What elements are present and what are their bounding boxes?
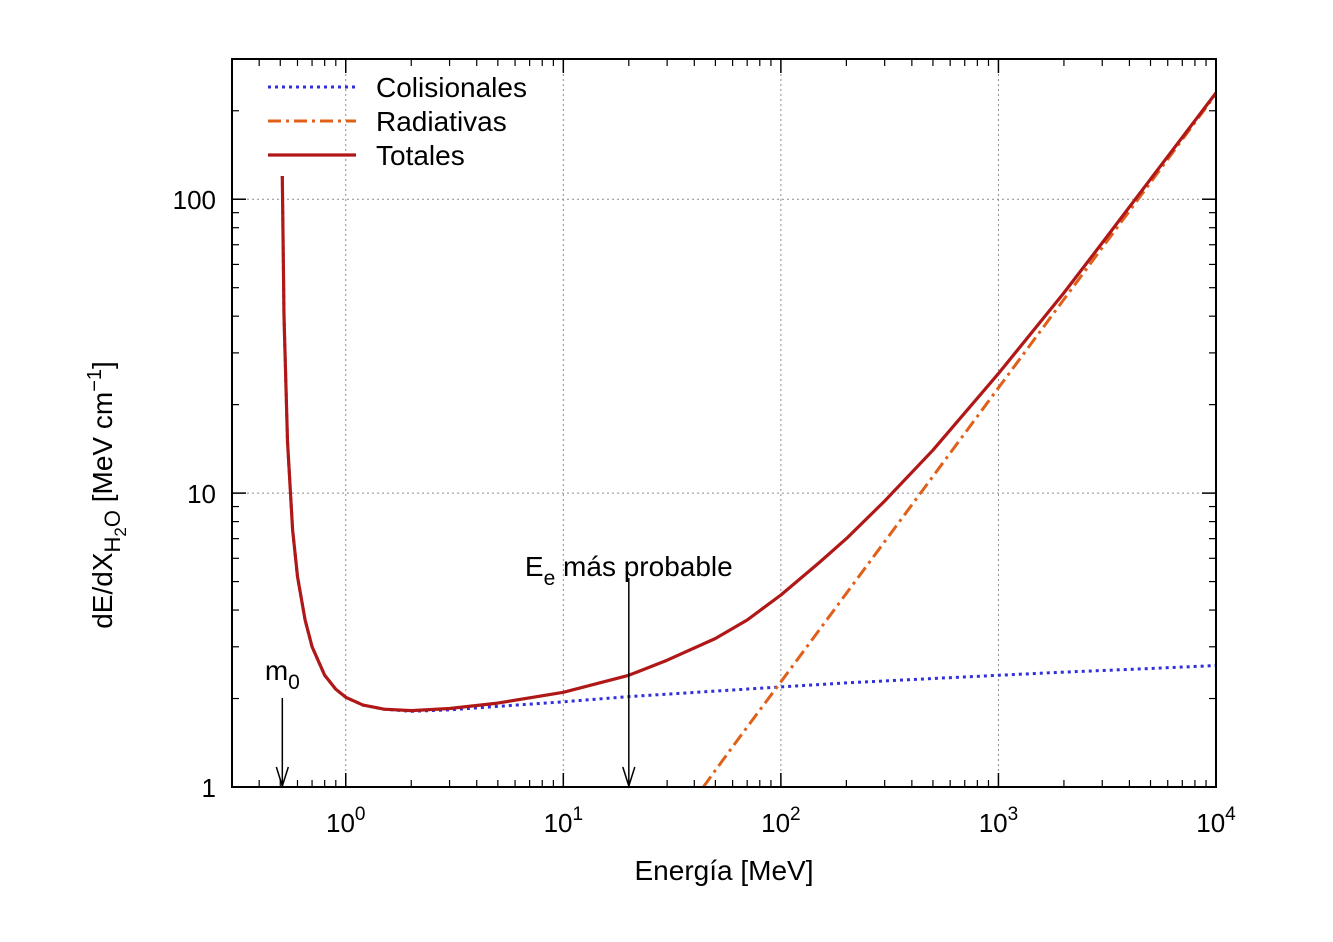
annotation-m0: m0 (265, 655, 300, 694)
x-tick-label-exponent: 2 (790, 804, 801, 825)
plot-frame (231, 58, 1217, 788)
annotation-subscript: e (544, 567, 556, 590)
x-tick-label-base: 10 (761, 808, 790, 838)
y-axis-label-units-close: ] (87, 361, 118, 369)
y-axis-label-sub: H (100, 537, 125, 553)
x-tick-label-exponent: 1 (572, 804, 583, 825)
annotation-text: E (525, 551, 544, 582)
annotation-subscript: 0 (288, 671, 300, 694)
y-axis-label-units: [MeV cm (87, 392, 118, 510)
series-line-totales (280, 91, 1216, 713)
y-tick-label: 100 (173, 185, 216, 215)
x-tick-label-base: 10 (326, 808, 355, 838)
x-tick-label-base: 10 (1196, 808, 1225, 838)
x-tick-label: 100 (326, 804, 366, 838)
legend-label-totales: Totales (376, 140, 465, 171)
x-tick-label-exponent: 0 (355, 804, 366, 825)
y-axis-label-units-sup: −1 (84, 369, 106, 392)
annotation-tail: más probable (555, 551, 732, 582)
y-axis-label-subsub: 2 (111, 527, 130, 536)
x-tick-label: 104 (1196, 804, 1236, 838)
x-tick-label-exponent: 4 (1225, 804, 1236, 825)
y-tick-label: 1 (202, 773, 216, 803)
x-tick-label-base: 10 (544, 808, 573, 838)
annotation-text: m (265, 655, 288, 686)
data-series (280, 91, 1216, 787)
x-tick-label-base: 10 (979, 808, 1008, 838)
legend-label-radiativas: Radiativas (376, 106, 507, 137)
x-tick-label: 102 (761, 804, 801, 838)
grid-lines (232, 59, 1216, 787)
x-tick-labels: 100 101 102 103 104 (326, 804, 1236, 838)
y-tick-labels: 1 10 100 (173, 185, 216, 803)
annotation-e-most-probable: Ee más probable (525, 551, 733, 590)
y-axis-label-main: dE/dX (87, 552, 118, 629)
y-axis-label: dE/dXH2O [MeV cm−1] (84, 361, 130, 629)
y-axis-label-subtail: O (100, 510, 125, 527)
y-tick-label: 10 (187, 479, 216, 509)
x-tick-label-exponent: 3 (1008, 804, 1019, 825)
x-axis-label: Energía [MeV] (635, 855, 814, 886)
annotations: m0 Ee más probable (265, 551, 733, 789)
series-line-radiativas (702, 93, 1216, 787)
legend-label-colisionales: Colisionales (376, 72, 527, 103)
x-tick-label: 103 (979, 804, 1019, 838)
x-tick-label: 101 (544, 804, 584, 838)
